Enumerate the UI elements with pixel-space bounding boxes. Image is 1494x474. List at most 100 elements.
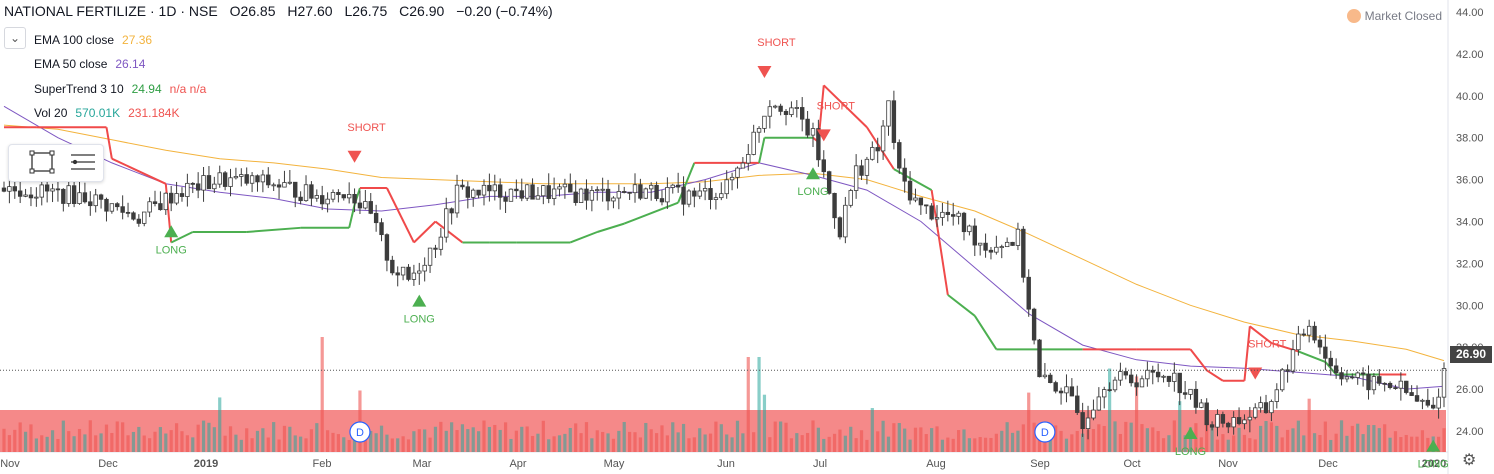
dividend-marker[interactable] bbox=[1034, 421, 1056, 443]
candle-body bbox=[1398, 380, 1404, 389]
candle-body bbox=[692, 190, 697, 197]
indicator-volume[interactable]: Vol 20 570.01K 231.184K bbox=[34, 106, 179, 120]
volume-bar bbox=[541, 420, 545, 452]
volume-bar bbox=[1383, 424, 1387, 452]
symbol-title[interactable]: NATIONAL FERTILIZE · 1D · NSE bbox=[4, 3, 218, 19]
volume-bar bbox=[1129, 422, 1133, 452]
candle-body bbox=[1107, 389, 1112, 391]
candle-body bbox=[368, 201, 373, 214]
candle-body bbox=[1339, 372, 1344, 380]
volume-bar bbox=[180, 431, 184, 452]
candle-body bbox=[1085, 417, 1091, 429]
y-tick-label: 32.00 bbox=[1456, 258, 1484, 270]
chevron-down-icon[interactable]: ⌄ bbox=[4, 27, 26, 49]
candle-body bbox=[476, 189, 481, 196]
candle-body bbox=[983, 242, 988, 251]
volume-bar bbox=[1161, 438, 1166, 452]
candle-body bbox=[902, 167, 907, 182]
candle-body bbox=[481, 184, 487, 196]
candle-body bbox=[212, 183, 217, 190]
candle-body bbox=[471, 189, 476, 198]
volume-bar bbox=[676, 432, 680, 452]
candle-body bbox=[28, 194, 34, 199]
indicator-supertrend[interactable]: SuperTrend 3 10 24.94 n/a n/a bbox=[34, 82, 206, 96]
rectangle-icon[interactable] bbox=[29, 150, 55, 174]
candle-body bbox=[1004, 241, 1010, 248]
gear-icon[interactable]: ⚙ bbox=[1462, 452, 1477, 469]
volume-bar bbox=[703, 434, 707, 452]
volume-bar bbox=[1151, 427, 1155, 452]
volume-bar bbox=[1248, 438, 1252, 452]
volume-bar bbox=[530, 435, 535, 452]
volume-bar bbox=[547, 439, 551, 452]
candle-body bbox=[994, 246, 999, 253]
candle-body bbox=[1112, 379, 1118, 391]
volume-bar bbox=[412, 431, 416, 452]
volume-bar bbox=[352, 438, 357, 452]
volume-bar bbox=[299, 436, 303, 452]
candle-body bbox=[271, 184, 276, 187]
volume-bar bbox=[552, 436, 556, 452]
symbol-header: NATIONAL FERTILIZE · 1D · NSE O26.85 H27… bbox=[4, 3, 553, 19]
volume-bar bbox=[212, 427, 216, 452]
volume-bar bbox=[148, 438, 152, 452]
volume-bar bbox=[1016, 430, 1020, 452]
volume-bar bbox=[1312, 433, 1317, 452]
candle-body bbox=[816, 128, 821, 161]
indicator-ema50[interactable]: EMA 50 close 26.14 bbox=[34, 57, 145, 71]
volume-bar bbox=[61, 420, 65, 452]
lines-icon[interactable] bbox=[71, 154, 95, 170]
candle-body bbox=[384, 234, 390, 261]
market-status[interactable]: Market Closed bbox=[1346, 9, 1442, 23]
candle-body bbox=[417, 270, 422, 274]
candle-body bbox=[1031, 308, 1037, 341]
candle-body bbox=[1139, 378, 1145, 388]
supertrend-segment bbox=[1298, 350, 1326, 363]
candle-body bbox=[611, 197, 616, 202]
volume-bar bbox=[379, 425, 384, 452]
dividend-marker[interactable] bbox=[349, 421, 371, 443]
volume-bar bbox=[1415, 436, 1419, 452]
volume-bar bbox=[396, 438, 400, 452]
volume-bar bbox=[34, 438, 38, 452]
candle-body bbox=[1145, 369, 1150, 380]
volume-bar bbox=[935, 426, 939, 452]
candle-body bbox=[1382, 382, 1387, 385]
candle-body bbox=[1058, 390, 1064, 394]
volume-bar bbox=[1070, 434, 1074, 452]
candle-body bbox=[260, 174, 266, 183]
x-tick-label: May bbox=[604, 458, 625, 470]
volume-bar bbox=[665, 435, 669, 452]
volume-bar bbox=[1329, 439, 1333, 452]
volume-bar bbox=[989, 437, 993, 452]
volume-bar bbox=[174, 423, 179, 452]
candle-body bbox=[82, 192, 88, 203]
volume-bar bbox=[45, 436, 49, 452]
candle-body bbox=[341, 194, 346, 199]
candle-body bbox=[1199, 402, 1204, 408]
volume-bar bbox=[88, 420, 92, 452]
volume-bar bbox=[579, 433, 583, 452]
candle-body bbox=[702, 188, 708, 192]
candle-body bbox=[1280, 369, 1285, 391]
candle-body bbox=[767, 106, 773, 117]
volume-bar bbox=[428, 437, 432, 452]
indicator-label: Vol 20 bbox=[34, 106, 68, 120]
indicator-ema100[interactable]: EMA 100 close 27.36 bbox=[34, 33, 152, 47]
candle-body bbox=[346, 193, 352, 199]
supertrend-segment bbox=[111, 157, 167, 185]
volume-bar bbox=[903, 428, 907, 452]
dividend-marker-label: D bbox=[356, 427, 364, 439]
volume-bar bbox=[1356, 423, 1360, 452]
candle-body bbox=[487, 184, 492, 192]
y-tick-label: 34.00 bbox=[1456, 217, 1484, 229]
candle-body bbox=[886, 100, 891, 127]
indicator-label: SuperTrend 3 10 bbox=[34, 82, 124, 96]
candle-body bbox=[168, 192, 174, 204]
candle-body bbox=[61, 188, 66, 204]
volume-bar bbox=[250, 438, 254, 452]
x-tick-label: Dec bbox=[98, 458, 118, 470]
candle-body bbox=[638, 184, 643, 199]
candle-body bbox=[600, 188, 605, 191]
